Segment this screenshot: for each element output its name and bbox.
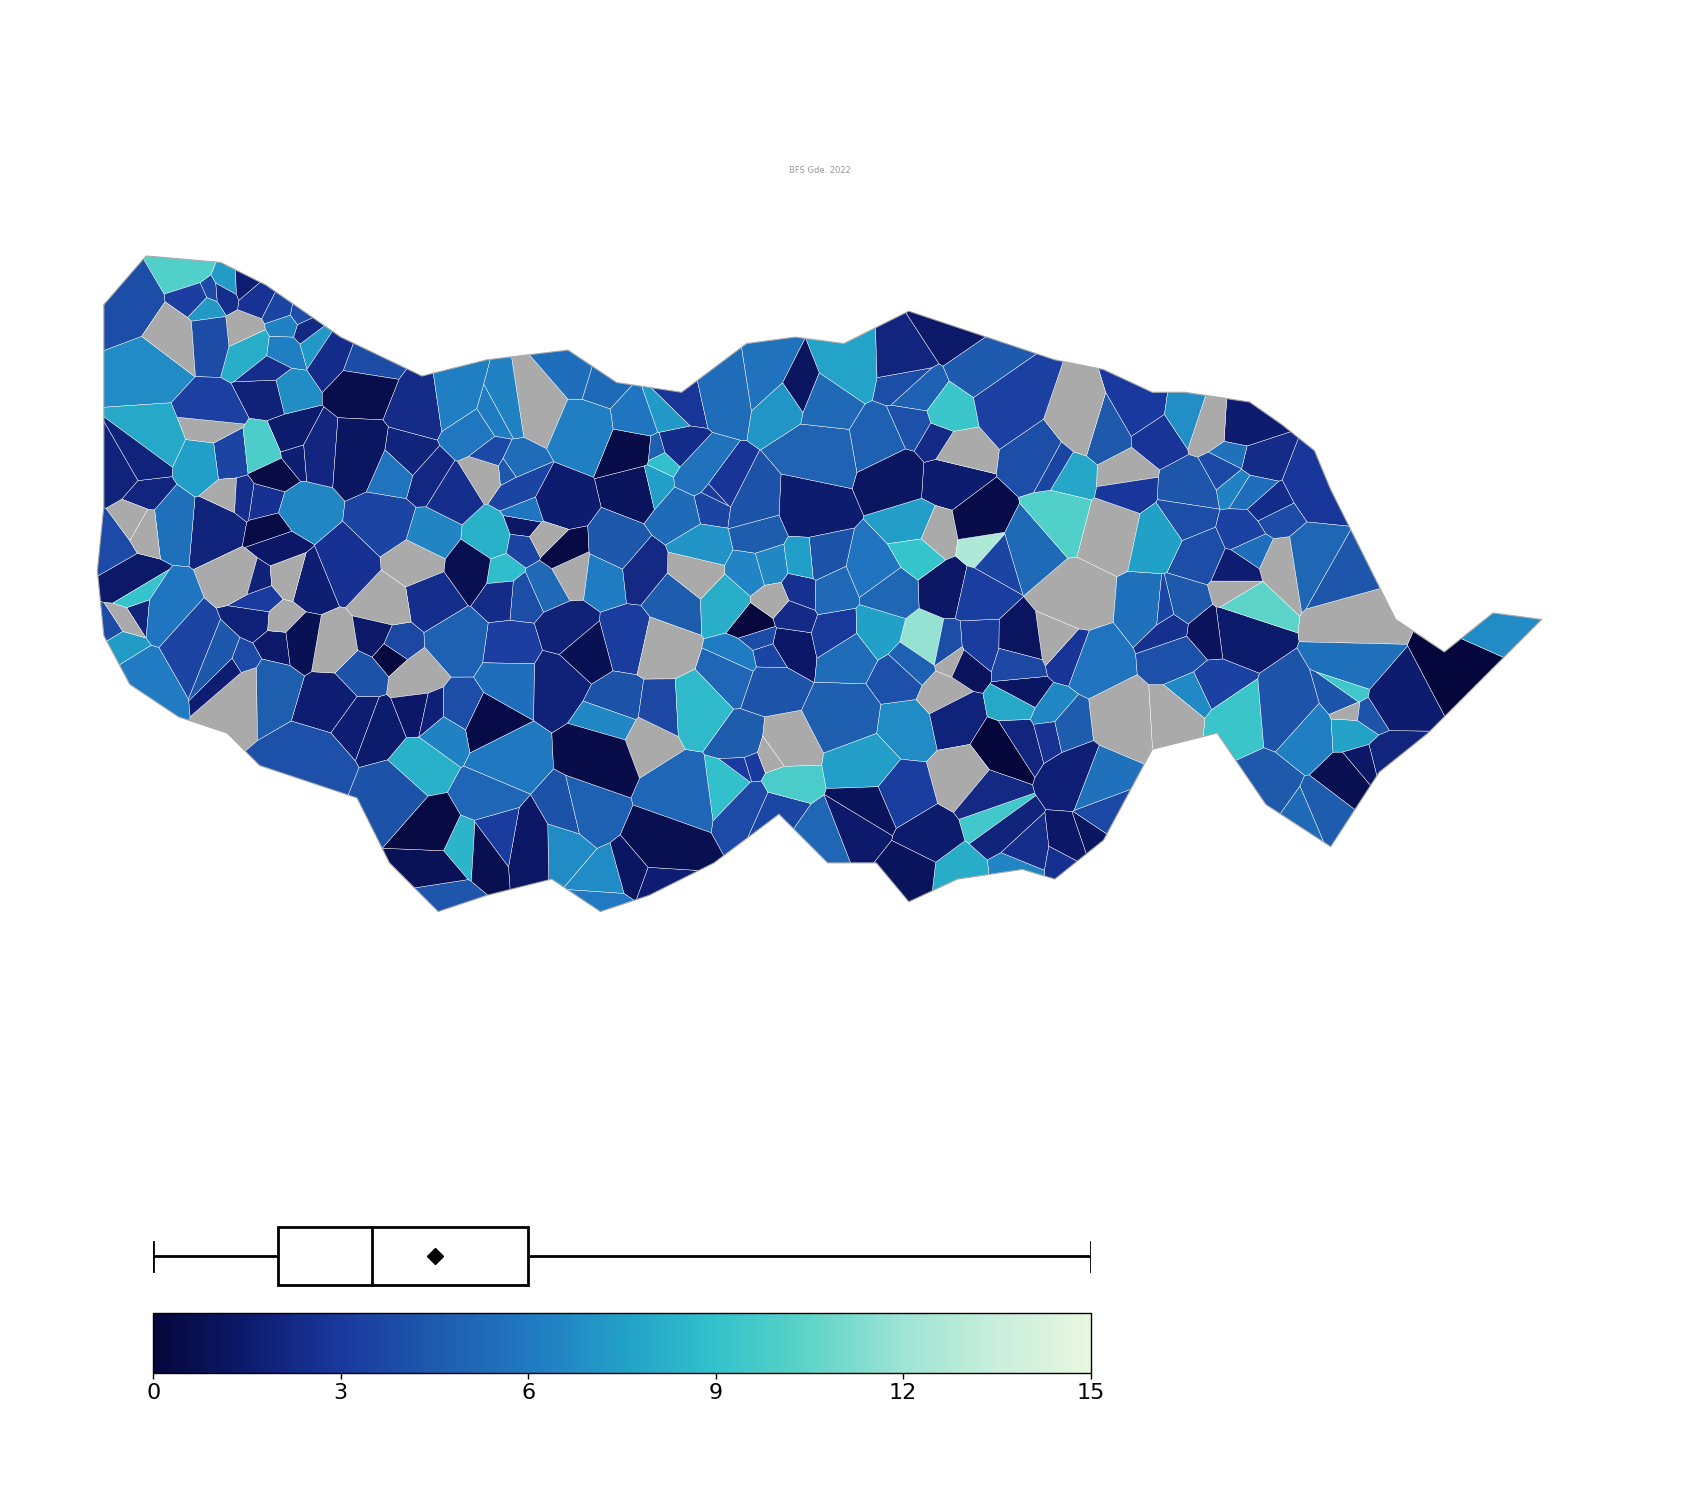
Bar <box>278 1227 528 1286</box>
Text: BFS Gde. 2022: BFS Gde. 2022 <box>789 166 850 176</box>
